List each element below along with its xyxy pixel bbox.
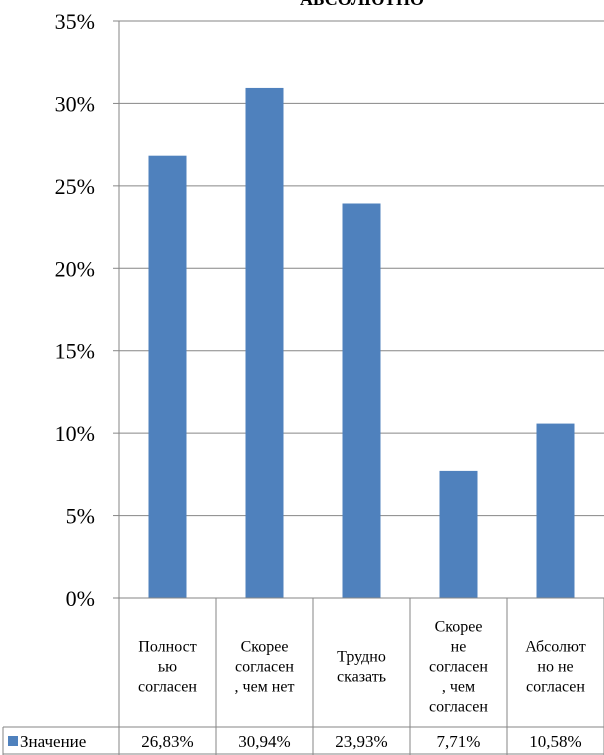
x-category-label-line: сказать [337,669,386,686]
x-category-label-line: согласен [429,659,488,676]
data-value-label: 7,71% [437,732,481,751]
x-category-label-line: не [451,639,467,656]
bar [342,203,381,598]
y-tick-label: 0% [66,586,95,611]
data-table: Значение 26,83% 30,94% 23,93% 7,71% 10,58% [2,597,604,755]
data-value-label: 10,58% [529,732,581,751]
x-category-label-line: , чем нет [235,679,295,696]
x-category-label-line: Скорее [435,619,483,636]
x-category-label-line: Абсолют [525,639,586,656]
y-tick-label: 5% [66,504,95,529]
x-category-label: Абсолют но не согласен [525,639,586,696]
data-value-label: 26,83% [141,732,193,751]
y-tick-label: 15% [55,339,95,364]
x-category-label: Полност ью согласен [138,639,197,696]
bar [245,87,284,598]
x-category-label-line: ью [158,659,177,676]
bar [536,423,575,598]
chart-title-layer: АБСОЛЮТНО [300,0,424,9]
category-labels: Полност ью согласен Скорее согласен , чем нет… [138,619,586,716]
x-category-label-line: согласен [526,679,585,696]
x-category-label-line: Трудно [337,649,386,666]
legend-swatch [8,736,18,746]
axes [113,20,120,599]
x-category-label: Трудно сказать [337,649,386,686]
data-value-label: 23,93% [335,732,387,751]
x-category-label-line: но не [537,659,573,676]
x-category-label-line: , чем [442,679,475,696]
data-value-label: 30,94% [238,732,290,751]
y-tick-label: 25% [55,174,95,199]
x-category-label-line: согласен [138,679,197,696]
x-category-label-line: согласен [235,659,294,676]
x-category-label-line: Полност [138,639,196,656]
bar [439,470,478,598]
y-tick-label: 20% [55,256,95,281]
x-category-label: Скорее не согласен , чем согласен [429,619,488,716]
y-axis-tick-labels: 0% 5% 10% 15% 20% 25% 30% 35% [55,9,95,611]
y-tick-label: 30% [55,91,95,116]
y-tick-label: 10% [55,421,95,446]
x-category-label-line: согласен [429,699,488,716]
legend-series-name: Значение [20,732,86,751]
bar [148,155,187,598]
y-tick-label: 35% [55,9,95,34]
x-category-label: Скорее согласен , чем нет [235,639,295,696]
x-category-label-line: Скорее [241,639,289,656]
chart-title: АБСОЛЮТНО [300,0,424,9]
bars [148,87,575,598]
